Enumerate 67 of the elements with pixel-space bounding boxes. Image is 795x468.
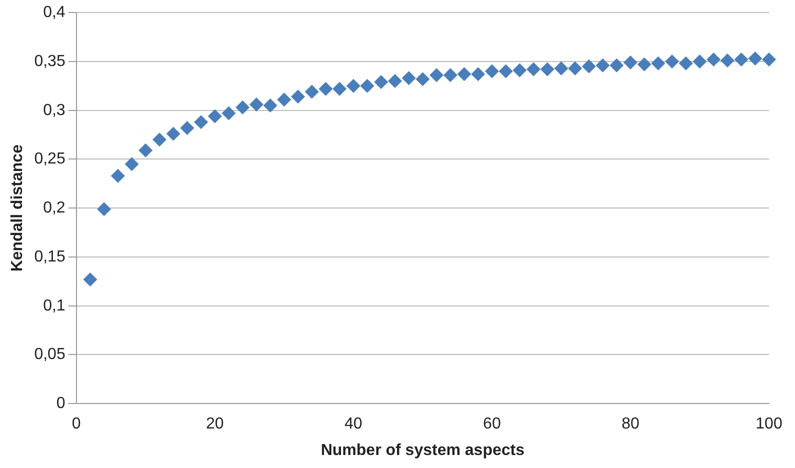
point: [651, 56, 666, 70]
point: [83, 272, 98, 286]
point: [623, 55, 638, 70]
x-tick-label: 20: [206, 416, 224, 433]
point: [582, 59, 596, 74]
point: [678, 56, 693, 70]
point: [138, 143, 153, 158]
point: [166, 126, 180, 141]
point: [318, 82, 333, 96]
y-tick-label: 0,25: [34, 150, 66, 168]
y-tick-label: 0: [56, 395, 66, 412]
point: [208, 109, 222, 124]
point: [540, 62, 554, 76]
point: [720, 54, 734, 68]
y-axis-title: Kendall distance: [9, 144, 26, 272]
point: [374, 75, 388, 90]
point: [692, 54, 707, 68]
y-tick-label: 0,35: [34, 52, 66, 70]
point: [402, 71, 416, 86]
point: [526, 62, 540, 76]
point: [236, 100, 250, 114]
point: [554, 61, 568, 76]
point: [263, 98, 278, 112]
point: [180, 120, 194, 135]
x-tick-label: 80: [622, 416, 640, 433]
point: [277, 92, 292, 107]
point: [194, 115, 208, 130]
point: [249, 97, 264, 112]
point: [416, 72, 430, 86]
y-tick-label: 0,15: [34, 248, 66, 266]
point: [610, 58, 624, 72]
point: [762, 52, 776, 67]
point: [430, 68, 444, 82]
point: [97, 202, 112, 216]
point: [152, 132, 166, 147]
point: [346, 78, 360, 93]
x-tick-label: 0: [72, 416, 81, 433]
x-axis-title: Number of system aspects: [320, 442, 525, 459]
y-tick-label: 0,05: [34, 346, 66, 364]
point: [596, 58, 610, 72]
point: [332, 82, 347, 96]
point: [471, 67, 486, 82]
point: [484, 64, 499, 78]
point: [222, 106, 236, 120]
point: [734, 52, 748, 67]
y-tick-label: 0,1: [43, 297, 66, 314]
y-tick-label: 0,4: [43, 4, 66, 22]
point: [110, 168, 125, 183]
x-tick-label: 100: [756, 416, 782, 433]
point: [443, 68, 458, 82]
point: [637, 57, 652, 72]
point: [512, 63, 527, 78]
y-tick-label: 0,3: [43, 102, 66, 119]
point: [568, 61, 582, 76]
point: [388, 74, 402, 88]
point: [360, 78, 374, 93]
point: [498, 64, 513, 78]
point: [748, 52, 762, 66]
point: [124, 157, 139, 172]
y-tick-label: 0,2: [43, 200, 66, 217]
x-tick-label: 60: [483, 416, 501, 433]
x-tick-label: 40: [344, 416, 362, 433]
point: [665, 54, 680, 68]
point: [290, 90, 305, 104]
point: [457, 67, 472, 82]
point: [706, 52, 721, 67]
point: [304, 84, 319, 99]
